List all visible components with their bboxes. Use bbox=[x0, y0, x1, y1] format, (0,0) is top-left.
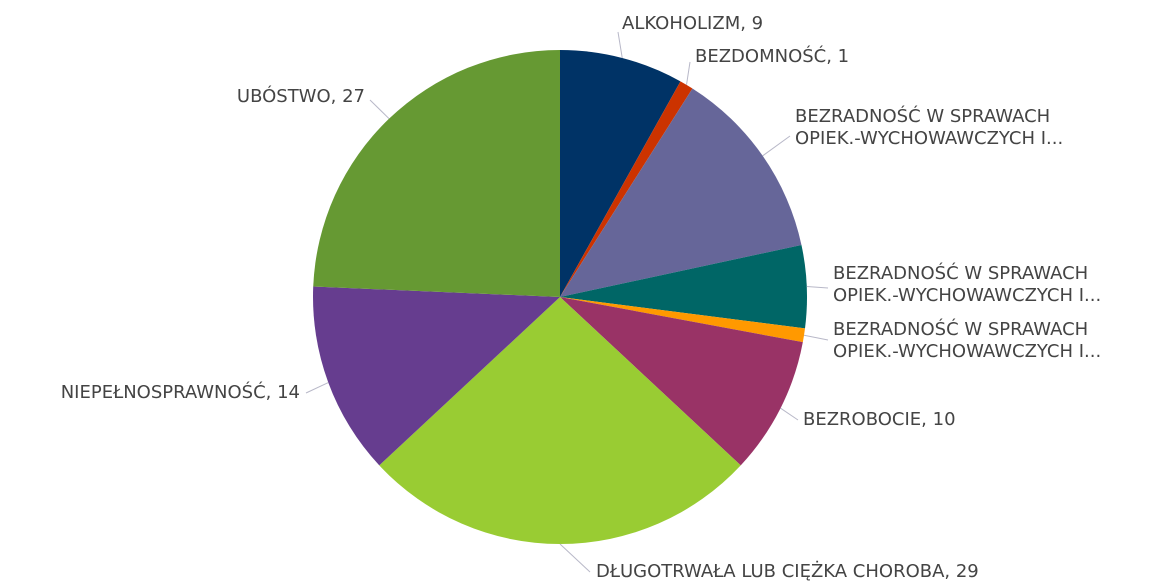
leader-line bbox=[806, 286, 829, 289]
slice-label: BEZDOMNOŚĆ, 1 bbox=[695, 45, 849, 67]
leader-line bbox=[617, 31, 623, 59]
slice-label-line: OPIEK.-WYCHOWAWCZYCH I... bbox=[833, 341, 1101, 362]
slice-label: NIEPEŁNOSPRAWNOŚĆ, 14 bbox=[61, 381, 300, 403]
leader-line bbox=[559, 543, 591, 573]
slice-label: ALKOHOLIZM, 9 bbox=[622, 13, 763, 34]
pie-slice bbox=[379, 297, 741, 545]
pie-slice bbox=[560, 50, 681, 297]
slice-label-line: BEZRADNOŚĆ W SPRAWACH bbox=[833, 318, 1088, 340]
slice-label: BEZRADNOŚĆ W SPRAWACH OPIEK.-WYCHOWAWCZYC… bbox=[833, 262, 1101, 306]
leader-line bbox=[369, 99, 390, 120]
pie-slice bbox=[560, 297, 805, 343]
pie-slice bbox=[560, 81, 693, 298]
slice-label-line: OPIEK.-WYCHOWAWCZYCH I... bbox=[795, 128, 1063, 149]
slice-label: UBÓSTWO, 27 bbox=[237, 85, 365, 107]
pie-slice bbox=[313, 286, 560, 466]
slice-label: BEZRADNOŚĆ W SPRAWACH OPIEK.-WYCHOWAWCZYC… bbox=[795, 105, 1063, 149]
slice-label-line: BEZRADNOŚĆ W SPRAWACH bbox=[795, 105, 1050, 127]
leader-line bbox=[762, 135, 791, 157]
leader-line bbox=[305, 382, 329, 394]
leader-line bbox=[780, 407, 799, 421]
slice-label-line: OPIEK.-WYCHOWAWCZYCH I... bbox=[833, 285, 1101, 306]
slice-label: BEZRADNOŚĆ W SPRAWACH OPIEK.-WYCHOWAWCZYC… bbox=[833, 318, 1101, 362]
leader-line bbox=[803, 334, 829, 341]
slice-label-line: BEZRADNOŚĆ W SPRAWACH bbox=[833, 262, 1088, 284]
slice-label: BEZROBOCIE, 10 bbox=[803, 409, 956, 430]
pie-slice bbox=[313, 50, 560, 297]
pie-slice bbox=[560, 297, 803, 466]
leader-line bbox=[686, 61, 691, 85]
pie-slice bbox=[560, 88, 802, 297]
pie-slice bbox=[560, 244, 807, 329]
slice-label: DŁUGOTRWAŁA LUB CIĘŻKA CHOROBA, 29 bbox=[596, 561, 979, 582]
